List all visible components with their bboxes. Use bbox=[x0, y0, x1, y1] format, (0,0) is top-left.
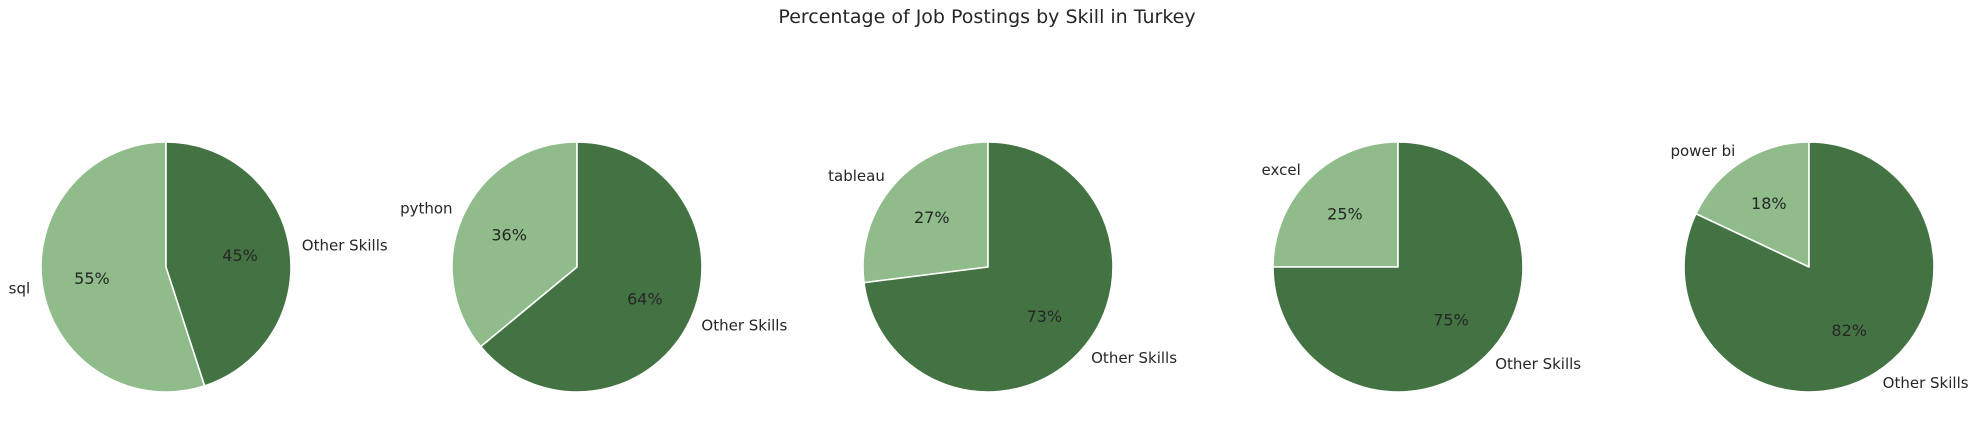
pie-slice-label: power bi bbox=[1670, 142, 1735, 160]
pie-slice-skill bbox=[451, 141, 578, 348]
pie-slice-label: tableau bbox=[828, 167, 885, 185]
pie-slice-other bbox=[1272, 141, 1524, 393]
pie-pct-label: 75% bbox=[1433, 311, 1469, 330]
pie-pct-label: 25% bbox=[1327, 204, 1363, 223]
pie-slice-label: Other Skills bbox=[701, 317, 787, 335]
pie-python: 36% python 64% Other Skills bbox=[400, 141, 787, 393]
pie-slice-label: excel bbox=[1262, 161, 1301, 179]
pie-slice-skill bbox=[1695, 141, 1810, 268]
pie-excel: 25% excel 75% Other Skills bbox=[1262, 141, 1581, 393]
pie-slice-other bbox=[1683, 141, 1935, 393]
pie-sql: 55% sql 45% Other Skills bbox=[9, 141, 388, 393]
pie-pct-label: 18% bbox=[1751, 194, 1787, 213]
pie-slice-label: Other Skills bbox=[1091, 349, 1177, 367]
pie-slice-other bbox=[863, 141, 1114, 393]
pie-slice-skill bbox=[40, 141, 206, 393]
pie-power-bi: 18% power bi 82% Other Skills bbox=[1670, 141, 1969, 393]
pie-pct-label: 36% bbox=[491, 226, 527, 245]
pie-pct-label: 73% bbox=[1026, 307, 1062, 326]
pie-pct-label: 64% bbox=[627, 289, 663, 308]
pie-slice-label: python bbox=[400, 199, 452, 217]
pie-slice-skill bbox=[1272, 141, 1399, 268]
pie-slice-label: Other Skills bbox=[1883, 374, 1969, 392]
pie-slice-label: Other Skills bbox=[302, 236, 388, 254]
pie-pct-label: 82% bbox=[1831, 321, 1867, 340]
pie-slice-other bbox=[165, 141, 292, 387]
pie-tableau: 27% tableau 73% Other Skills bbox=[828, 141, 1177, 393]
pie-pct-label: 45% bbox=[222, 246, 258, 265]
pie-slice-skill bbox=[862, 141, 989, 284]
figure-title: Percentage of Job Postings by Skill in T… bbox=[778, 6, 1196, 28]
pie-slice-other bbox=[479, 141, 703, 393]
pie-pct-label: 27% bbox=[914, 208, 950, 227]
pie-slice-label: sql bbox=[9, 280, 31, 298]
pie-slice-label: Other Skills bbox=[1495, 355, 1581, 373]
pie-pct-label: 55% bbox=[74, 269, 110, 288]
